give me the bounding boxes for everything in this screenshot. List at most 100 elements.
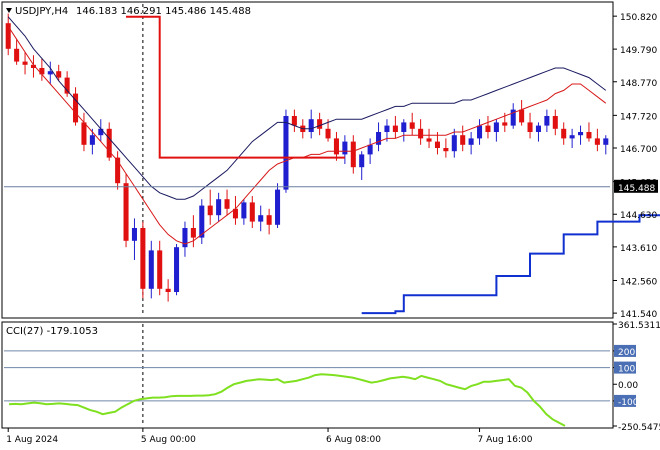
candle-body bbox=[376, 132, 382, 145]
candle-body bbox=[468, 138, 474, 145]
candle-body bbox=[561, 128, 567, 139]
price-tick-label: 150.820 bbox=[620, 13, 657, 23]
candle-body bbox=[333, 138, 339, 155]
candle-body bbox=[603, 138, 609, 145]
candle-body bbox=[224, 199, 230, 209]
candle-body bbox=[190, 228, 196, 238]
cci-line bbox=[8, 373, 566, 427]
candle-body bbox=[241, 202, 247, 219]
candle-body bbox=[140, 228, 146, 289]
candle-body bbox=[502, 122, 508, 126]
cci-tick-label: 100 bbox=[618, 365, 635, 375]
candle-body bbox=[81, 122, 87, 145]
candle-body bbox=[308, 119, 314, 132]
candle-body bbox=[367, 144, 373, 155]
candle-body bbox=[216, 199, 222, 216]
price-plot bbox=[4, 4, 660, 316]
price-panel-frame bbox=[1, 1, 614, 319]
candle-body bbox=[477, 125, 483, 139]
cci-tick-label: 361.5311 bbox=[618, 321, 660, 331]
candle-body bbox=[443, 148, 449, 152]
time-tick-label: 6 Aug 08:00 bbox=[326, 435, 381, 445]
candle-body bbox=[73, 93, 79, 123]
price-tick-label: 149.790 bbox=[620, 46, 657, 56]
cci-tick-label: -100 bbox=[618, 398, 639, 408]
candle-body bbox=[89, 135, 95, 145]
price-tick-label: 142.560 bbox=[620, 277, 657, 287]
candle-body bbox=[30, 64, 36, 68]
stop-down-line bbox=[126, 15, 345, 159]
price-tick-label: 146.700 bbox=[620, 145, 657, 155]
cci-plot bbox=[4, 324, 610, 427]
candle-body bbox=[451, 135, 457, 152]
symbol-dropdown-icon[interactable] bbox=[6, 8, 12, 13]
candle-body bbox=[485, 125, 491, 132]
cci-level-box bbox=[614, 394, 636, 407]
ohlc-readout: 146.183 146.291 145.486 145.488 bbox=[76, 6, 251, 17]
candle-body bbox=[578, 132, 584, 136]
symbol-timeframe: USDJPY,H4 bbox=[15, 6, 68, 17]
cci-tick-label: 200 bbox=[618, 348, 635, 358]
time-tick-label: 7 Aug 16:00 bbox=[478, 435, 533, 445]
candle-body bbox=[418, 128, 424, 139]
time-tick-label: 1 Aug 2024 bbox=[6, 435, 58, 445]
cci-level-box bbox=[614, 361, 636, 374]
candle-body bbox=[434, 141, 440, 148]
candle-body bbox=[594, 138, 600, 145]
candle-body bbox=[39, 68, 45, 75]
candle-body bbox=[249, 202, 255, 222]
candle-body bbox=[519, 109, 525, 123]
candle-body bbox=[291, 116, 297, 126]
candle-body bbox=[552, 116, 558, 129]
candle-body bbox=[350, 141, 356, 168]
candle-body bbox=[535, 125, 541, 132]
candle-body bbox=[98, 128, 104, 136]
candle-body bbox=[342, 141, 348, 155]
candle-body bbox=[510, 109, 516, 126]
candle-body bbox=[325, 128, 331, 139]
ma-slow-line bbox=[7, 16, 607, 200]
current-price-label: 145.488 bbox=[618, 184, 655, 194]
candle-body bbox=[131, 228, 137, 241]
candle-body bbox=[384, 125, 390, 132]
candle-body bbox=[5, 23, 11, 49]
candle-body bbox=[586, 132, 592, 139]
candle-body bbox=[527, 122, 533, 132]
candle-body bbox=[392, 125, 398, 132]
cci-tick-label: -250.5475 bbox=[618, 423, 660, 433]
candle-body bbox=[426, 138, 432, 142]
candle-body bbox=[401, 122, 407, 132]
candle-body bbox=[115, 157, 121, 184]
price-tick-label: 141.540 bbox=[620, 310, 657, 320]
stop-up-line bbox=[361, 214, 660, 315]
candle-body bbox=[199, 205, 205, 238]
candle-body bbox=[569, 135, 575, 139]
current-price-box bbox=[614, 179, 658, 193]
cci-level-box bbox=[614, 344, 636, 357]
candle-body bbox=[232, 208, 238, 219]
candle-body bbox=[47, 71, 53, 75]
candle-body bbox=[165, 288, 171, 292]
candle-body bbox=[359, 154, 365, 168]
candle-body bbox=[258, 215, 264, 222]
candle-body bbox=[56, 71, 62, 78]
candle-body bbox=[460, 135, 466, 145]
axes: 150.820149.790148.770147.720146.700145.6… bbox=[6, 13, 660, 445]
cci-tick-label: 0.00 bbox=[618, 381, 638, 391]
candle-body bbox=[544, 116, 550, 126]
candle-body bbox=[14, 48, 20, 62]
candle-body bbox=[148, 250, 154, 289]
candle-body bbox=[207, 205, 213, 216]
candle-body bbox=[409, 122, 415, 129]
cci-label: CCI(27) -179.1053 bbox=[6, 326, 98, 337]
time-tick-label: 5 Aug 00:00 bbox=[141, 435, 196, 445]
cci-panel-frame bbox=[1, 321, 614, 429]
price-tick-label: 144.630 bbox=[620, 211, 657, 221]
candle-body bbox=[275, 189, 281, 225]
candle-body bbox=[106, 128, 112, 158]
ma-fast-line bbox=[7, 26, 607, 245]
price-tick-label: 148.770 bbox=[620, 79, 657, 89]
candle-body bbox=[493, 122, 499, 132]
candle-body bbox=[174, 247, 180, 292]
